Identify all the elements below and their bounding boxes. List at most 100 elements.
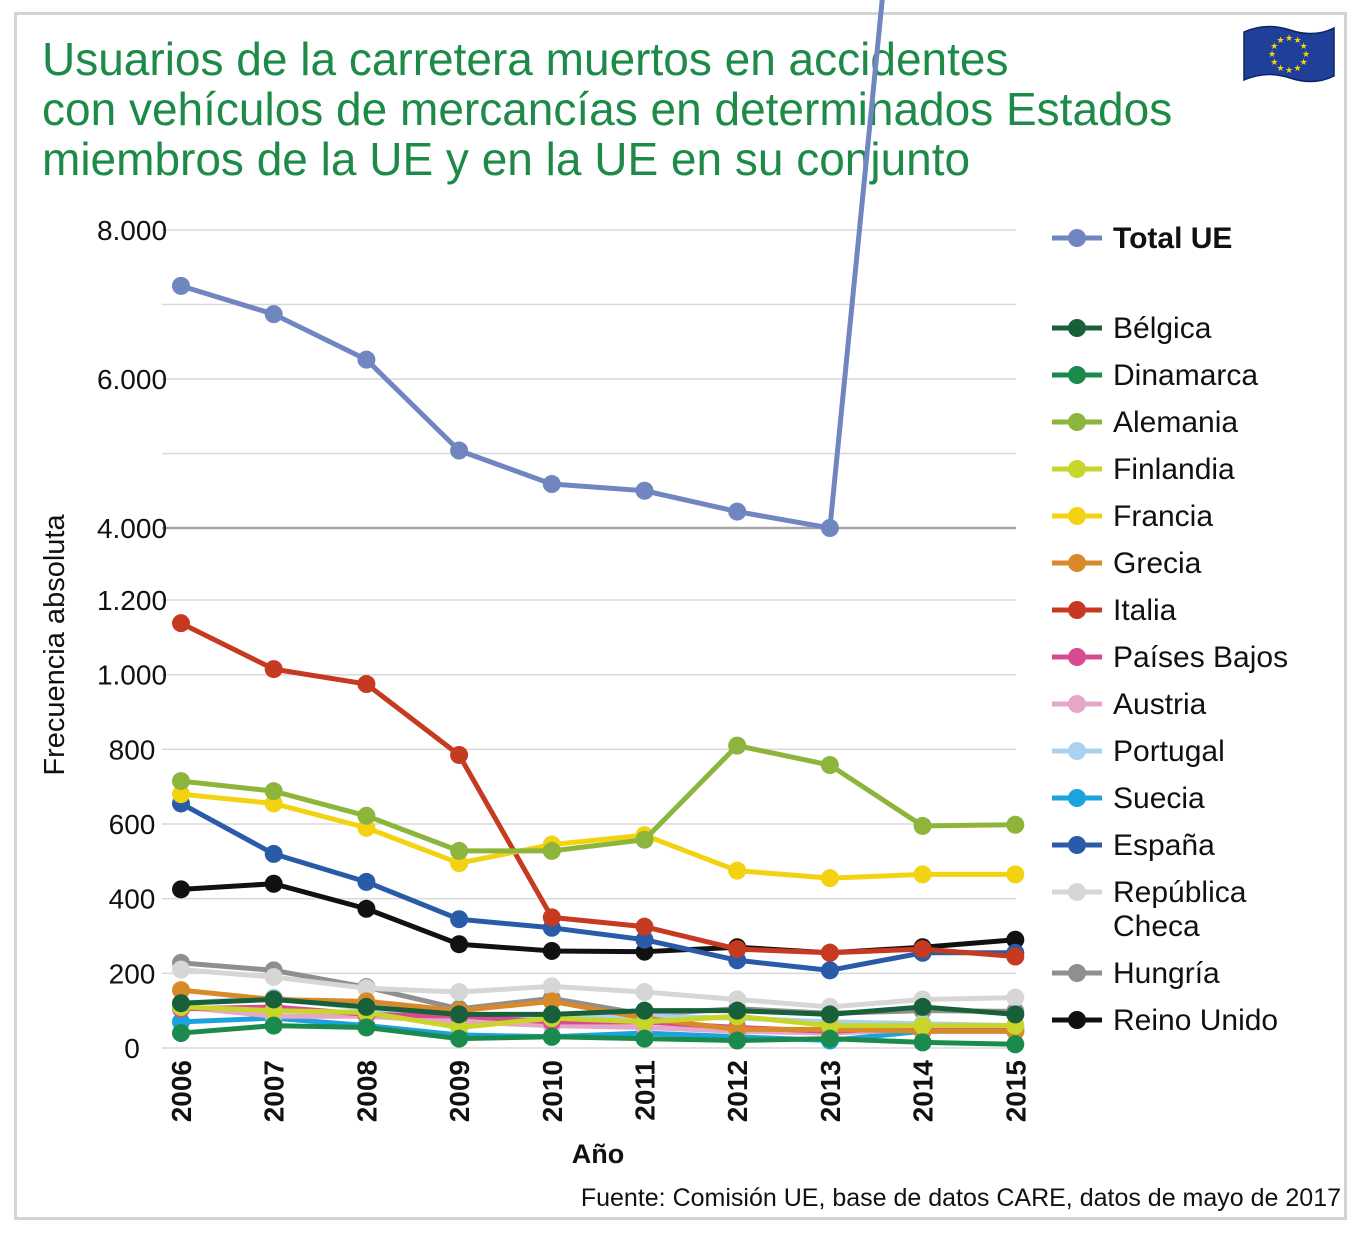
data-point: [172, 994, 190, 1013]
data-point: [728, 861, 747, 880]
data-point: [542, 908, 561, 927]
y-tick-label: 6.000: [97, 364, 167, 395]
x-tick-label: 2015: [1000, 1060, 1031, 1122]
legend-swatch-dot: [1068, 460, 1086, 478]
legend-swatch-dot: [1068, 964, 1086, 982]
flag-star-icon: ★: [1293, 35, 1301, 45]
data-point: [820, 1005, 839, 1024]
series-line: [180, 1015, 1016, 1044]
series-line: [180, 987, 1016, 1034]
series-dinamarca: [172, 1016, 1025, 1054]
data-point: [357, 872, 376, 891]
legend-label: Total UE: [1113, 222, 1232, 255]
legend-item: Italia: [1052, 594, 1177, 627]
legend-item: Países Bajos: [1052, 641, 1288, 674]
data-point: [542, 977, 561, 996]
data-point: [450, 1005, 469, 1024]
x-tick-label: 2007: [259, 1060, 290, 1122]
title-line-2: con vehículos de mercancías en determina…: [42, 83, 1173, 135]
data-point: [728, 736, 747, 755]
legend-swatch-dot: [1068, 554, 1086, 572]
data-point: [913, 816, 932, 835]
series-lines: [172, 0, 1025, 1054]
series-alemania: [172, 736, 1025, 860]
data-point: [1006, 865, 1025, 884]
legend-item: Reino Unido: [1052, 1004, 1278, 1037]
legend-label: Alemania: [1113, 406, 1238, 439]
flag-star-icon: ★: [1300, 41, 1308, 51]
series-bélgica: [172, 990, 1025, 1024]
legend-label: República: [1113, 876, 1247, 909]
source-note: Fuente: Comisión UE, base de datos CARE,…: [580, 1184, 1341, 1212]
data-point: [357, 675, 376, 694]
flag-star-icon: ★: [1268, 49, 1276, 59]
data-point: [450, 935, 469, 954]
legend-swatch-dot: [1068, 319, 1086, 337]
x-tick-label: 2014: [908, 1060, 939, 1123]
legend-label: Portugal: [1113, 735, 1225, 768]
series-line: [180, 791, 1016, 881]
data-point: [172, 785, 190, 804]
legend-swatch-dot: [1068, 366, 1086, 384]
legend-item: Finlandia: [1052, 453, 1235, 486]
data-point: [542, 1005, 561, 1024]
data-point: [172, 772, 190, 791]
legend-item: Hungría: [1052, 957, 1220, 990]
legend-swatch-dot: [1068, 648, 1086, 666]
flag-star-icon: ★: [1302, 49, 1310, 59]
data-point: [172, 614, 190, 633]
legend-swatch-dot: [1068, 742, 1086, 760]
flag-star-icon: ★: [1276, 63, 1284, 73]
data-point: [728, 502, 747, 521]
data-point: [542, 941, 561, 960]
series-line: [180, 1023, 1016, 1047]
legend-label: Hungría: [1113, 957, 1220, 990]
data-point: [820, 519, 839, 537]
legend-item: Alemania: [1052, 406, 1238, 439]
legend: Total UE Bélgica Dinamarca Alemania Finlandi…: [1052, 222, 1288, 1037]
y-tick-label: 0: [124, 1033, 140, 1064]
data-point: [450, 745, 469, 764]
y-tick-label: 600: [109, 809, 156, 840]
y-tick-label: 8.000: [97, 215, 167, 246]
data-point: [357, 1018, 376, 1037]
legend-label: Países Bajos: [1113, 641, 1288, 674]
data-point: [635, 830, 654, 849]
x-tick-label: 2009: [444, 1060, 475, 1122]
data-point: [913, 940, 932, 959]
series-line: [179, 620, 1016, 960]
chart-title: Usuarios de la carretera muertos en acci…: [42, 34, 1222, 184]
legend-swatch-dot: [1068, 507, 1086, 525]
legend-item: Dinamarca: [1052, 359, 1258, 392]
data-point: [264, 305, 283, 324]
flag-star-icon: ★: [1300, 57, 1308, 67]
x-axis-label: Año: [572, 1139, 624, 1169]
flag-star-icon: ★: [1270, 57, 1278, 67]
legend-swatch-dot: [1068, 883, 1086, 901]
data-point: [542, 1027, 561, 1046]
series-república-checa: [172, 960, 1025, 1016]
series-line: [180, 996, 1016, 1017]
data-point: [820, 1029, 839, 1048]
data-point: [357, 979, 376, 998]
y-tick-label: 1.000: [97, 660, 167, 691]
series-line: [180, 881, 1016, 956]
legend-item: Austria: [1052, 688, 1207, 721]
legend-label: Bélgica: [1113, 312, 1212, 345]
data-point: [635, 1001, 654, 1020]
data-point: [172, 276, 190, 295]
legend-item: Bélgica: [1052, 312, 1212, 345]
legend-swatch-dot: [1068, 789, 1086, 807]
data-point: [542, 475, 561, 494]
data-point: [913, 1033, 932, 1052]
x-tick-label: 2011: [630, 1060, 661, 1121]
data-point: [450, 1029, 469, 1048]
data-point: [635, 983, 654, 1002]
legend-swatch-dot: [1068, 229, 1086, 247]
data-point: [820, 756, 839, 775]
y-axis-label: Frecuencia absoluta: [39, 514, 71, 776]
x-tick-labels: 2006 2007 2008 2009 2010 2011 2012 2013 2014 2015: [166, 1060, 1031, 1123]
data-point: [264, 782, 283, 801]
data-point: [450, 854, 469, 873]
